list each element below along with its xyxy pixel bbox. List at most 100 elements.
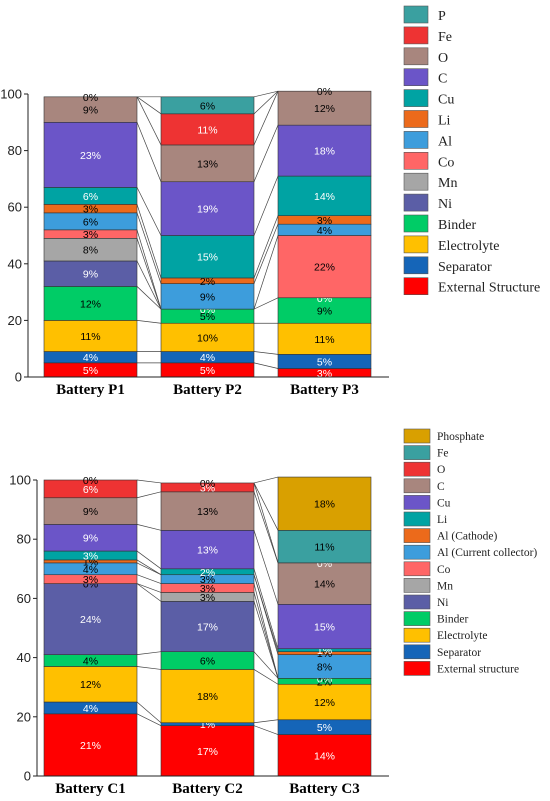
connector-lines [136,476,279,735]
legend-item-al-current-collector: Al (Current collector) [403,544,537,560]
legend-item-li: Li [403,511,447,527]
legend-item-al-cathode: Al (Cathode) [403,528,498,543]
legend-swatch [403,461,431,477]
connector-line [253,574,279,652]
legend-label: External Structure [438,281,540,296]
connector-line [136,713,162,726]
legend-label: Separator [438,260,492,275]
x-tick-label: Battery P1 [56,382,125,398]
data-label: 5% [200,311,215,323]
legend-swatch [403,528,431,543]
connector-line [136,229,162,310]
legend-swatch [403,256,429,275]
legend-item-ni: Ni [403,594,449,610]
data-label: 10% [197,332,218,344]
connector-line [136,479,162,484]
data-label: 11% [314,542,334,554]
data-label: 13% [197,506,218,518]
legend-swatch [403,47,429,66]
bar-segment-electrolyte [160,322,255,352]
legend-swatch [403,611,431,626]
data-label: 19% [197,204,218,216]
data-label: 3% [200,592,215,604]
bar-battery-p3: 3%5%11%9%0%22%4%3%14%18%12%0% [277,86,372,380]
legend-item-binder: Binder [403,611,468,626]
connector-line [136,96,162,115]
data-label: 9% [200,291,215,303]
legend-label: Mn [438,176,457,191]
connector-line [136,204,162,279]
data-label: 23% [80,150,101,162]
connector-line [136,559,162,576]
connector-line [136,524,162,531]
legend-swatch [403,89,429,107]
connector-line [253,91,279,146]
bar-segment-al [160,283,255,310]
data-label: 18% [314,499,335,511]
connector-line [253,482,279,531]
data-label: 21% [80,740,101,752]
data-label: 6% [83,191,98,203]
data-label: 14% [314,579,335,591]
legend-swatch [403,544,431,560]
connector-line [253,592,279,679]
legend-item-external-structure: External Structure [403,277,540,296]
bar-segment-phosphate [277,476,372,531]
bar-segment-cu [160,235,255,279]
bar-segment-cu [43,524,138,552]
bar-segment-o [277,90,372,126]
legend-label: Al (Cathode) [437,531,498,543]
bar-segment-external-structure [43,713,138,777]
bar-segment-c [277,124,372,177]
legend-item-c: C [403,478,445,494]
legend-item-mn: Mn [403,172,457,191]
bar-segment-external-structure [160,725,255,777]
connector-line [136,260,162,310]
legend-item-o: O [403,47,448,66]
legend-item-p: P [403,5,446,24]
connector-line [253,215,279,279]
legend-item-binder: Binder [403,214,476,233]
data-label: 12% [314,697,335,709]
legend-label: Electrolyte [438,239,499,254]
bottom-stacked-bar-chart: 21%4%12%4%24%0%3%4%1%3%9%9%6%0%Battery C… [9,428,537,797]
data-label: 12% [314,103,335,115]
legend-label: Fe [438,30,452,45]
legend-item-electrolyte: Electrolyte [403,235,499,254]
legend-label: Co [437,564,451,576]
legend-label: Phosphate [437,431,484,443]
legend-label: Al (Current collector) [437,547,537,559]
legend-swatch [403,594,431,610]
data-label: 9% [83,533,98,545]
data-label: 17% [197,746,218,758]
connector-line [253,362,279,369]
data-label: 14% [314,750,335,762]
data-label: 0% [83,92,98,104]
legend-swatch [403,193,429,212]
data-label: 9% [83,105,98,117]
connector-line [253,224,279,284]
data-label: 11% [197,124,217,136]
x-tick-label: Battery C1 [55,781,125,797]
connector-line [136,651,162,655]
data-label: 3% [83,550,98,562]
legend-item-c: C [403,68,447,87]
connector-line [253,601,279,679]
legend-item-mn: Mn [403,578,453,593]
legend-swatch [403,172,429,191]
bar-segment-o [160,144,255,183]
connector-line [253,124,279,182]
bar-segment-o [43,96,138,123]
data-label: 6% [83,216,98,228]
bar-segment-electrolyte [160,669,255,724]
bar-segment-electrolyte [43,666,138,703]
y-tick-label: 80 [8,143,22,158]
legend: Phosphate Fe OC Cu Li Al (Cathode) Al (Current… [403,428,537,676]
connector-line [136,238,162,310]
connector-line [136,701,162,723]
legend-swatch [403,627,431,643]
bar-segment-c [43,122,138,188]
data-label: 6% [200,100,215,112]
legend-swatch [403,26,429,45]
